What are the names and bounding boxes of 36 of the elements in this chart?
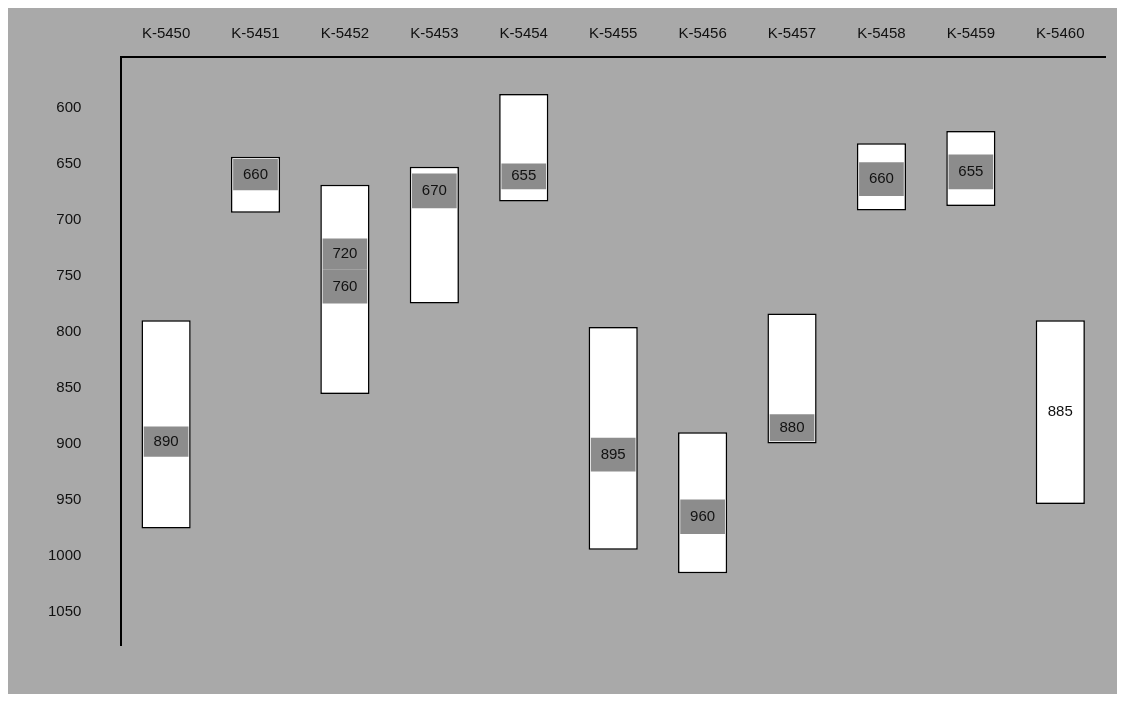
y-tick-label: 750 <box>56 265 82 283</box>
annotation: 660 <box>868 169 894 187</box>
annotation: 890 <box>153 431 179 449</box>
x-tick-label: K-5451 <box>231 24 280 42</box>
y-tick-label: 900 <box>56 433 82 451</box>
x-tick-label: K-5455 <box>589 24 638 42</box>
annotation: 885 <box>1047 402 1073 420</box>
y-tick-label: 1050 <box>47 601 82 619</box>
bar <box>680 499 725 535</box>
y-tick-label: 700 <box>56 209 82 227</box>
bar <box>411 173 457 209</box>
x-tick-label: K-5458 <box>857 24 906 42</box>
annotation: 720 <box>332 244 358 262</box>
y-tick-label: 600 <box>56 97 82 115</box>
x-tick-label: K-5454 <box>499 24 548 42</box>
x-tick-label: K-5457 <box>767 24 817 42</box>
annotation: 670 <box>421 180 447 198</box>
y-tick-label: 800 <box>56 321 82 339</box>
x-tick-label: K-5456 <box>678 24 727 42</box>
annotation: 655 <box>511 166 537 184</box>
y-tick-label: 650 <box>56 153 82 171</box>
x-tick-label: K-5460 <box>1036 24 1085 42</box>
annotation: 880 <box>779 417 805 435</box>
x-tick-label: K-5453 <box>410 24 459 42</box>
y-tick-label: 950 <box>56 489 82 507</box>
annotation: 655 <box>958 161 984 179</box>
annotation: 895 <box>600 444 626 462</box>
bar <box>859 162 904 196</box>
y-tick-label: 850 <box>56 377 82 395</box>
x-tick-label: K-5452 <box>320 24 370 42</box>
annotation: 960 <box>690 506 716 524</box>
x-tick-label: K-5450 <box>141 24 191 42</box>
y-tick-label: 1000 <box>47 545 82 563</box>
annotation: 660 <box>242 164 269 182</box>
annotation: 760 <box>332 276 358 294</box>
x-tick-label: K-5459 <box>946 24 996 42</box>
